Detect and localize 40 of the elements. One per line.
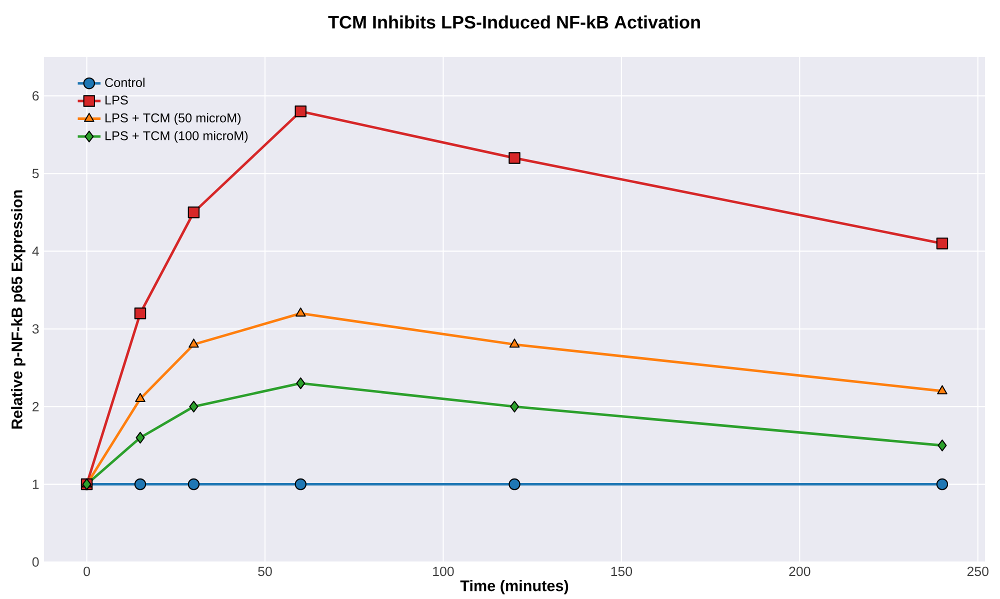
x-tick-label: 200 (789, 566, 810, 576)
y-tick-label: 5 (32, 168, 39, 178)
y-tick-label: 2 (32, 402, 39, 412)
point (134, 308, 146, 320)
point (296, 377, 306, 390)
point (188, 338, 199, 348)
point (134, 478, 146, 490)
point (510, 400, 520, 412)
y-tick-label: 3 (32, 324, 39, 334)
point (188, 206, 200, 218)
y-tick-label: 1 (32, 480, 39, 489)
y-tick-label: 0 (32, 557, 39, 567)
legend-label: LPS + TCM (50 microM) (106, 113, 241, 125)
x-axis-title: Time (minutes) (460, 580, 568, 594)
y-tick-label: 6 (32, 91, 39, 101)
point (136, 432, 145, 444)
point (508, 152, 520, 164)
legend-label: LPS + TCM (100 microM) (106, 130, 248, 143)
legend-label: Control (105, 78, 144, 88)
point (936, 238, 948, 250)
x-tick-label: 150 (611, 566, 632, 576)
point (938, 440, 947, 452)
point (135, 392, 146, 402)
x-tick-label: 100 (433, 566, 454, 576)
x-tick-label: 0 (84, 566, 90, 576)
x-tick-label: 250 (967, 566, 988, 576)
legend-label: LPS (106, 96, 128, 105)
point (295, 308, 306, 317)
point (937, 385, 948, 394)
chart-title: TCM Inhibits LPS-Induced NF-kB Activation (328, 15, 700, 29)
point (294, 106, 307, 118)
point (294, 478, 307, 490)
y-tick-label: 4 (32, 246, 39, 256)
x-tick-label: 50 (258, 566, 272, 576)
point (189, 400, 198, 412)
point (188, 478, 200, 490)
point (936, 478, 948, 490)
y-axis-title: Relative p-NF-kB p65 Expression (11, 190, 26, 429)
point (509, 338, 520, 348)
point (508, 478, 520, 490)
